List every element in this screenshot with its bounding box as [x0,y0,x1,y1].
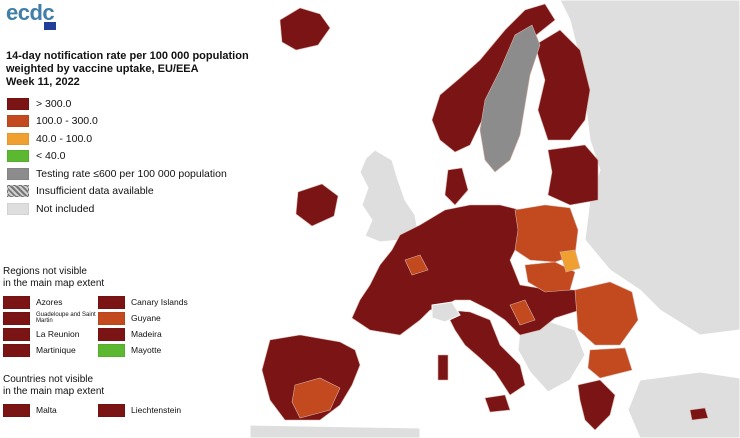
legend-label: Not included [36,202,95,215]
ireland [295,183,339,227]
title-line-3: Week 11, 2022 [6,76,80,88]
map-title: 14-day notification rate per 100 000 pop… [6,50,286,89]
legend-item: Not included [7,200,227,218]
region-item: Guadeloupe and Saint Martin [3,311,98,325]
legend-swatch [7,97,29,110]
countries-title: Countries not visible in the main map ex… [3,374,153,398]
region-label: Azores [36,297,63,307]
region-swatch [3,311,30,325]
region-swatch [98,327,125,341]
regions-title: Regions not visible in the main map exte… [3,266,153,290]
region-label: La Reunion [36,329,80,339]
cyprus [689,407,709,421]
legend-swatch [7,115,29,128]
countries-grid: Malta Liechtenstein [3,403,198,417]
north-africa [249,424,421,438]
regions-title-line-1: Regions not visible [3,266,87,277]
denmark [444,167,469,206]
title-line-1: 14-day notification rate per 100 000 pop… [6,50,249,62]
legend-swatch [7,132,29,145]
region-swatch [98,295,125,309]
legend-item: > 300.0 [7,95,227,113]
legend-item: 40.0 - 100.0 [7,130,227,148]
region-label: Guyane [131,313,161,323]
region-item: Madeira [98,327,198,341]
not-included-land [249,0,740,438]
legend: > 300.0 100.0 - 300.0 40.0 - 100.0 < 40.… [7,95,227,218]
regions-grid: Azores Canary Islands Guadeloupe and Sai… [3,295,198,357]
legend-label: Insufficient data available [36,185,154,198]
legend-item: 100.0 - 300.0 [7,113,227,131]
italy [444,309,526,396]
sardinia [437,354,449,381]
region-label: Madeira [131,329,162,339]
region-item: La Reunion [3,327,98,341]
turkey [627,371,740,438]
finland [534,29,591,141]
region-label: Martinique [36,345,76,355]
switzerland [431,301,461,323]
sweden [479,24,541,173]
region-item: Guyane [98,311,198,325]
legend-item: < 40.0 [7,148,227,166]
great-britain [359,149,419,243]
legend-item: Testing rate ≤600 per 100 000 population [7,165,227,183]
logo-text: ecdc [6,0,55,25]
region-swatch [3,327,30,341]
title-line-2: weighted by vaccine uptake, EU/EEA [6,63,199,75]
region-label: Canary Islands [131,297,188,307]
region-label: Guadeloupe and Saint Martin [36,311,96,325]
portugal-region [291,377,341,419]
medium-rate-countries [291,204,639,419]
legend-swatch [7,185,29,198]
bulgaria [587,347,633,379]
legend-item: Insufficient data available [7,183,227,201]
countries-title-line-2: in the main map extent [3,386,105,397]
country-label: Liechtenstein [131,405,182,415]
romania [574,281,639,346]
eu-flag-icon [44,22,56,30]
regions-title-line-2: in the main map extent [3,278,105,289]
slovakia-hungary [524,261,576,293]
region-swatch [98,343,125,357]
greece [577,379,616,431]
country-label: Malta [36,405,57,415]
legend-swatch [7,150,29,163]
region-item: Azores [3,295,98,309]
region-item: Martinique [3,343,98,357]
low-medium-rate-countries [559,249,581,273]
legend-label: 40.0 - 100.0 [36,132,93,145]
country-item: Malta [3,403,98,417]
estonia-latvia-lithuania [547,144,599,206]
country-swatch [3,403,30,417]
region-item: Mayotte [98,343,198,357]
region-swatch [3,343,30,357]
legend-label: 100.0 - 300.0 [36,115,98,128]
region-item: Canary Islands [98,295,198,309]
balkans-nonmember [517,319,586,393]
belgium-nl-region [404,254,429,276]
countries-title-line-1: Countries not visible [3,374,94,385]
ecdc-logo: ecdc [6,0,56,30]
iberia [261,334,361,421]
legend-label: < 40.0 [36,150,66,163]
croatia-region [509,299,536,326]
region-swatch [3,295,30,309]
country-swatch [98,403,125,417]
legend-label: Testing rate ≤600 per 100 000 population [36,167,227,180]
iceland [279,7,331,51]
legend-swatch [7,202,29,215]
sicily [484,394,511,413]
eastern-poland-region [559,249,581,273]
legend-swatch [7,167,29,180]
testing-rate-countries [479,24,541,173]
region-swatch [98,311,125,325]
country-item: Liechtenstein [98,403,198,417]
region-label: Mayotte [131,345,162,355]
legend-label: > 300.0 [36,97,72,110]
